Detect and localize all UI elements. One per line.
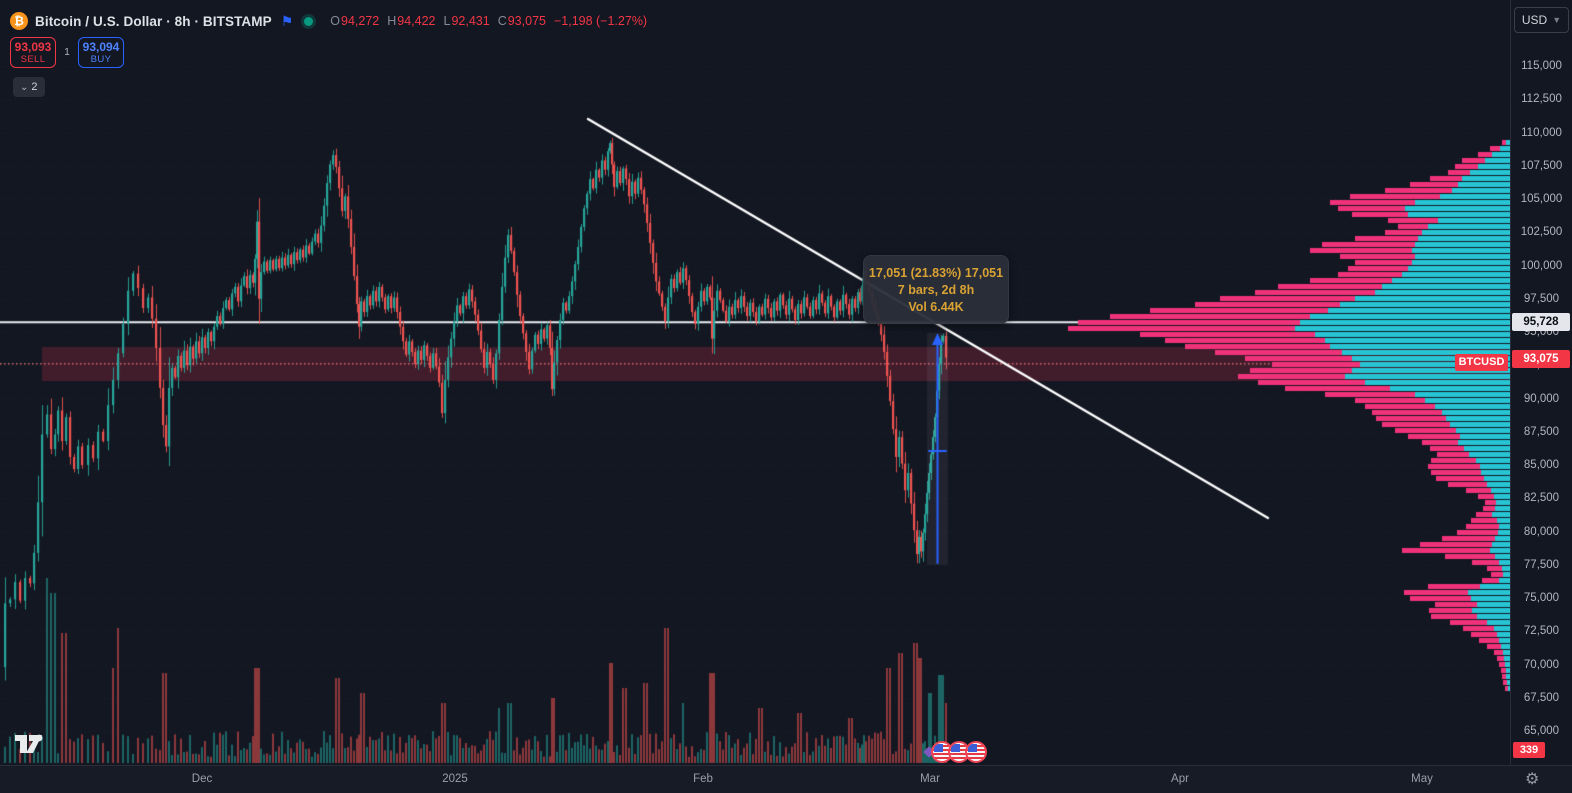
- price-tick-label: 115,000: [1521, 60, 1562, 72]
- currency-selector[interactable]: USD ▼: [1514, 7, 1569, 33]
- us-flag-icon[interactable]: [965, 741, 987, 763]
- price-tick-label: 67,500: [1523, 691, 1560, 704]
- measure-price-change: 17,051 (21.83%) 17,051: [868, 265, 1004, 280]
- price-tick-label: 100,000: [1520, 259, 1563, 272]
- ohlc-values: O94,272 H94,422 L92,431 C93,075 −1,198 (…: [330, 14, 647, 28]
- price-tick-label: 112,500: [1521, 93, 1562, 106]
- currency-label: USD: [1521, 13, 1548, 27]
- price-tick-label: 102,500: [1520, 226, 1563, 239]
- price-tick-label: 97,500: [1523, 292, 1560, 305]
- close-label: C: [497, 14, 507, 28]
- time-tick-label: May: [1411, 773, 1433, 785]
- flag-icon[interactable]: ⚑: [280, 13, 294, 29]
- object-tree-collapse-button[interactable]: ⌄ 2: [13, 77, 45, 97]
- price-tick-label: 77,500: [1523, 558, 1560, 571]
- time-axis[interactable]: Dec 2025 Feb Mar Apr May ⚙: [0, 765, 1572, 793]
- price-tick-label: 70,000: [1523, 658, 1560, 671]
- buy-price: 93,094: [82, 39, 120, 54]
- price-tick-label: 87,500: [1523, 425, 1560, 438]
- time-tick-label: Mar: [920, 773, 940, 785]
- price-chart-canvas[interactable]: [0, 0, 1510, 765]
- time-tick-label: 2025: [442, 773, 468, 785]
- market-status-icon[interactable]: [304, 16, 314, 26]
- price-tick-label: 107,500: [1520, 159, 1563, 172]
- price-tick-label: 110,000: [1521, 126, 1562, 139]
- price-tick-label: 85,000: [1523, 459, 1560, 471]
- spread-value: 1: [64, 47, 70, 58]
- symbol-title[interactable]: Bitcoin / U.S. Dollar · 8h · BITSTAMP: [35, 13, 272, 29]
- time-tick-label: Apr: [1171, 773, 1189, 785]
- high-value: 94,422: [397, 14, 436, 28]
- low-value: 92,431: [451, 14, 490, 28]
- change-value: −1,198 (−1.27%): [553, 14, 648, 28]
- bitcoin-icon: ₿: [10, 12, 28, 30]
- close-value: 93,075: [507, 14, 546, 28]
- high-label: H: [387, 14, 397, 28]
- price-axis[interactable]: USD ▼ 115,000 112,500 110,000 107,500 105,00…: [1510, 0, 1572, 765]
- open-value: 94,272: [341, 14, 380, 28]
- symbol-price-tag: BTCUSD: [1455, 354, 1508, 371]
- chevron-down-icon: ▼: [1552, 15, 1562, 25]
- chevron-down-icon: ⌄: [20, 81, 29, 93]
- gear-icon[interactable]: ⚙: [1525, 771, 1540, 788]
- hline-price-label: 95,728: [1512, 313, 1570, 332]
- low-label: L: [443, 14, 451, 28]
- open-label: O: [330, 14, 341, 28]
- collapse-count: 2: [31, 81, 38, 93]
- measure-bars-time: 7 bars, 2d 8h: [897, 282, 975, 297]
- time-tick-label: Feb: [693, 773, 713, 785]
- sell-label: SELL: [20, 53, 46, 65]
- price-tick-label: 65,000: [1523, 725, 1560, 737]
- price-tick-label: 105,000: [1520, 193, 1563, 205]
- tradingview-logo[interactable]: [14, 731, 48, 762]
- price-tick-label: 72,500: [1523, 625, 1560, 638]
- price-tick-label: 80,000: [1523, 525, 1560, 538]
- trade-panel: 93,093 SELL 1 93,094 BUY: [10, 37, 124, 68]
- sell-button[interactable]: 93,093 SELL: [10, 37, 56, 68]
- measure-volume: Vol 6.44K: [908, 299, 964, 314]
- volume-axis-label: 339: [1513, 742, 1545, 758]
- event-markers[interactable]: [923, 741, 987, 763]
- time-tick-label: Dec: [191, 773, 213, 785]
- last-price-label: 93,075: [1512, 349, 1570, 368]
- symbol-legend[interactable]: ₿ Bitcoin / U.S. Dollar · 8h · BITSTAMP …: [10, 10, 647, 32]
- measure-tooltip: 17,051 (21.83%) 17,051 7 bars, 2d 8h Vol…: [863, 255, 1009, 324]
- price-tick-label: 82,500: [1523, 492, 1560, 505]
- buy-label: BUY: [90, 53, 112, 65]
- sell-price: 93,093: [14, 39, 52, 54]
- price-tick-label: 90,000: [1523, 392, 1560, 405]
- buy-button[interactable]: 93,094 BUY: [78, 37, 124, 68]
- price-tick-label: 75,000: [1523, 592, 1560, 604]
